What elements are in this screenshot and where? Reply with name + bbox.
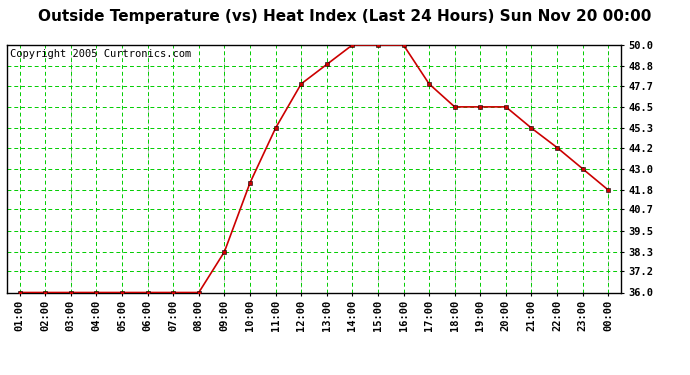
Text: Outside Temperature (vs) Heat Index (Last 24 Hours) Sun Nov 20 00:00: Outside Temperature (vs) Heat Index (Las…	[39, 9, 651, 24]
Text: Copyright 2005 Curtronics.com: Copyright 2005 Curtronics.com	[10, 49, 191, 59]
